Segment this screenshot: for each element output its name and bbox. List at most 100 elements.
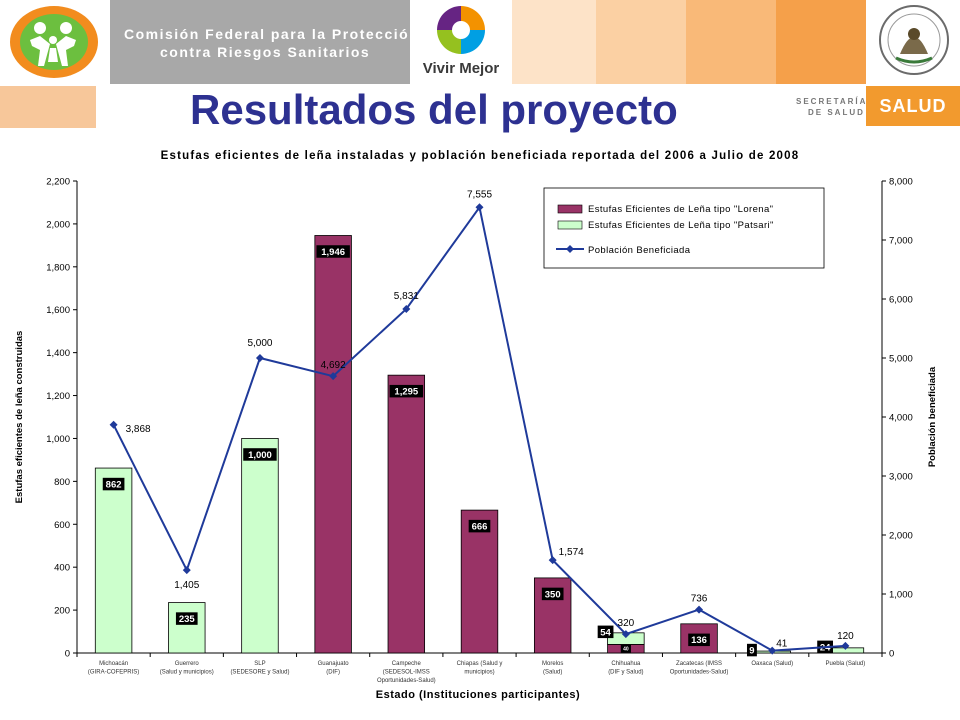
y-tick-label: 800 [54, 477, 70, 488]
population-label: 5,000 [247, 338, 272, 349]
population-label: 120 [837, 631, 854, 642]
vivir-mejor-text: Vivir Mejor [422, 60, 500, 77]
bar-patsari-label: 9 [749, 645, 754, 656]
vivir-mejor-logo: Vivir Mejor [412, 0, 510, 84]
bar-patsari [94, 467, 133, 654]
legend-label-patsari: Estufas Eficientes de Leña tipo "Patsari… [588, 220, 774, 231]
population-point [109, 420, 118, 429]
y-tick-label: 1,600 [46, 305, 70, 316]
population-point [695, 605, 704, 614]
population-point [548, 556, 557, 565]
x-tick-label: Campeche [392, 661, 422, 667]
population-point [329, 372, 338, 381]
y-tick-label: 200 [54, 606, 70, 617]
x-tick-label: Oportunidades-Salud) [670, 670, 729, 676]
family-logo-icon [10, 6, 98, 78]
x-tick-label: Chihuahua [611, 661, 641, 667]
x-tick-label: (GIRA-COFEPRIS) [88, 670, 139, 676]
x-tick-label: Michoacán [99, 661, 128, 667]
population-label: 736 [691, 594, 708, 605]
orange-band [512, 0, 866, 84]
bar-lorena-label-bg [541, 587, 564, 601]
population-label: 4,692 [321, 360, 346, 371]
y2-tick-label: 4,000 [889, 413, 913, 424]
legend-label-population: Población Beneficiada [588, 245, 691, 256]
secretaria-line-2: DE SALUD [808, 108, 865, 117]
population-point [841, 641, 850, 650]
x-tick-label: Zacatecas (IMSS [676, 661, 722, 667]
x-tick-label: (DIF y Salud) [608, 670, 643, 676]
bar-patsari [168, 602, 206, 654]
header-banner: Comisión Federal para la Protección cont… [0, 0, 960, 84]
y-tick-label: 0 [65, 649, 70, 660]
bar-lorena-label: 40 [623, 647, 629, 653]
bar-lorena [460, 509, 499, 654]
secretaria-label: SECRETARÍA DE SALUD [796, 96, 867, 118]
bar-patsari-label: 862 [106, 479, 122, 490]
chart-svg: Estufas eficientes de leña instaladas y … [14, 150, 938, 701]
bar-lorena-label-bg [316, 245, 350, 258]
population-point [475, 203, 484, 212]
y-tick-label: 400 [54, 563, 70, 574]
legend-swatch-patsari [557, 220, 583, 230]
y2-axis-title: Población beneficiada [927, 366, 938, 467]
bar-patsari-label: 235 [179, 614, 196, 625]
bar-lorena-label-bg [389, 384, 424, 398]
population-point [182, 566, 191, 575]
x-tick-label: Guerrero [175, 661, 200, 667]
bar-lorena-label: 350 [545, 589, 561, 600]
page-title: Resultados del proyecto [190, 86, 678, 133]
legend-swatch-lorena [557, 204, 583, 214]
legend-label-lorena: Estufas Eficientes de Leña tipo "Lorena" [588, 204, 773, 215]
bar-patsari-label: 1,000 [248, 450, 272, 461]
population-label: 5,831 [394, 291, 419, 302]
chart-legend: Estufas Eficientes de Leña tipo "Lorena"… [543, 187, 825, 269]
agency-line-2: contra Riesgos Sanitarios [160, 44, 371, 60]
x-tick-label: Morelos [542, 661, 563, 667]
flower-logo-icon [437, 6, 485, 54]
y-tick-label: 1,400 [46, 348, 70, 359]
chart-title: Estufas eficientes de leña instaladas y … [161, 150, 800, 162]
population-label: 7,555 [467, 189, 492, 200]
x-tick-label: SLP [254, 661, 265, 667]
bar-lorena [387, 374, 426, 654]
x-tick-label: (Salud) [543, 670, 562, 676]
bar-patsari [241, 438, 279, 654]
y2-tick-label: 1,000 [889, 590, 913, 601]
legend-marker-population [566, 245, 574, 253]
bar-lorena-label: 1,295 [394, 387, 418, 398]
bar-patsari-label-bg [746, 643, 757, 657]
x-tick-label: (Salud y municipios) [160, 670, 214, 676]
agency-line-1: Comisión Federal para la Protección [124, 26, 420, 42]
cofepris-logo [0, 0, 108, 84]
population-point [621, 630, 630, 639]
y2-tick-label: 5,000 [889, 354, 913, 365]
x-tick-label: (DIF) [326, 670, 340, 676]
population-point [255, 354, 264, 362]
legend-box [543, 187, 825, 269]
bar-lorena [314, 235, 352, 654]
y2-tick-label: 0 [889, 649, 894, 660]
bar-patsari-label: 54 [600, 627, 611, 638]
y2-tick-label: 6,000 [889, 295, 913, 306]
population-label: 3,868 [126, 424, 151, 435]
plot-area: 02004006008001,0001,2001,4001,6001,8002,… [46, 177, 913, 685]
bar-lorena-label-bg [620, 644, 631, 653]
bar-lorena-label-bg [688, 633, 710, 647]
population-label: 320 [618, 618, 635, 629]
bar-lorena-label: 666 [472, 522, 488, 533]
x-tick-label: municipios) [464, 670, 494, 676]
y-tick-label: 1,800 [46, 262, 70, 273]
y2-tick-label: 8,000 [889, 177, 913, 188]
x-tick-label: Chiapas (Salud y [457, 661, 503, 667]
x-tick-label: Guanajuato [318, 661, 350, 667]
mexico-seal [868, 0, 960, 84]
y-tick-label: 2,000 [46, 219, 70, 230]
bar-patsari-label-bg [243, 448, 277, 461]
secretaria-line-1: SECRETARÍA [796, 97, 868, 106]
agency-name-panel: Comisión Federal para la Protección cont… [110, 0, 418, 84]
y2-tick-label: 3,000 [889, 472, 913, 483]
bar-patsari-label-bg [175, 612, 198, 625]
bar-lorena-label: 1,946 [321, 247, 345, 258]
bar-patsari-label-bg [597, 625, 614, 639]
